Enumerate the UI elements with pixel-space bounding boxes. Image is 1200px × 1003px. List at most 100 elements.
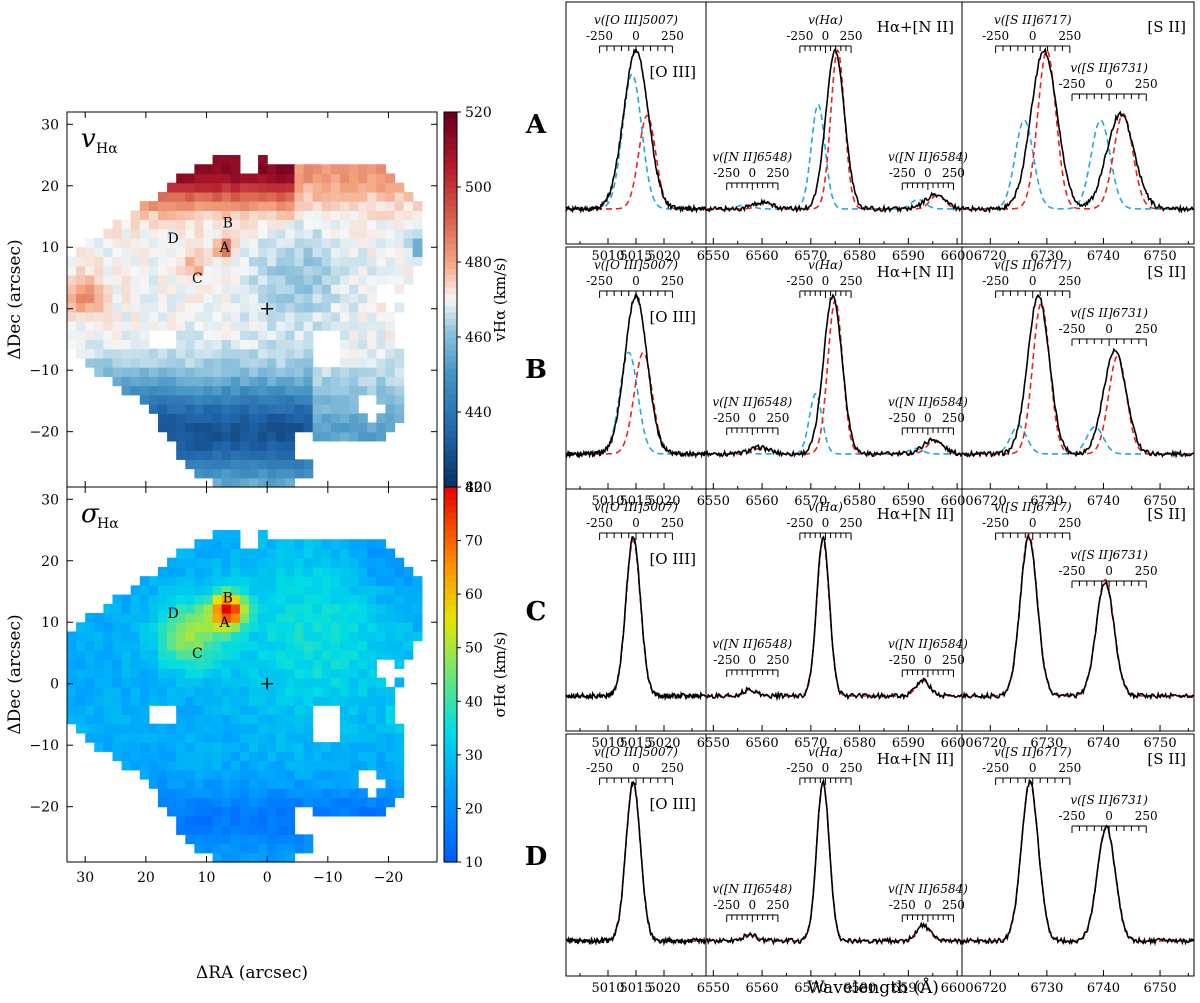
map-pixel bbox=[312, 182, 323, 193]
map-pixel bbox=[130, 613, 141, 623]
y-tick-label: 30 bbox=[41, 492, 59, 508]
map-pixel bbox=[267, 594, 277, 605]
map-pixel bbox=[267, 440, 277, 451]
map-pixel bbox=[267, 843, 277, 854]
map-pixel bbox=[212, 613, 223, 623]
map-pixel bbox=[94, 714, 104, 725]
velocity-tick-label: 0 bbox=[1029, 761, 1037, 775]
map-pixel bbox=[130, 385, 141, 396]
colorbar-segment bbox=[444, 268, 457, 276]
velocity-tick-label: 0 bbox=[1029, 29, 1037, 43]
map-pixel bbox=[94, 677, 104, 688]
map-pixel bbox=[67, 321, 77, 331]
region-label-D: D bbox=[168, 606, 179, 622]
map-pixel bbox=[385, 603, 396, 614]
map-pixel bbox=[385, 274, 396, 285]
velocity-tick-label: 250 bbox=[766, 411, 789, 425]
map-pixel bbox=[167, 376, 177, 387]
map-pixel bbox=[185, 302, 195, 313]
map-pixel bbox=[394, 284, 405, 294]
map-pixel bbox=[248, 566, 259, 577]
map-pixel bbox=[157, 640, 168, 651]
map-pixel bbox=[221, 696, 232, 706]
map-pixel bbox=[194, 284, 205, 294]
map-pixel bbox=[157, 797, 168, 808]
map-pixel bbox=[367, 173, 377, 184]
colorbar-segment bbox=[444, 718, 457, 726]
map-pixel bbox=[385, 201, 396, 211]
map-pixel bbox=[385, 182, 396, 193]
map-pixel bbox=[112, 723, 123, 734]
colorbar-segment bbox=[444, 787, 457, 794]
map-pixel bbox=[330, 394, 341, 405]
velocity-tick-label: -250 bbox=[1059, 77, 1086, 91]
map-pixel bbox=[339, 321, 350, 331]
map-pixel bbox=[294, 302, 305, 313]
map-pixel bbox=[367, 274, 377, 285]
map-pixel bbox=[321, 201, 332, 211]
map-pixel bbox=[367, 622, 377, 633]
map-pixel bbox=[230, 191, 241, 202]
map-pixel bbox=[358, 649, 368, 660]
map-pixel bbox=[321, 321, 332, 331]
map-pixel bbox=[76, 293, 86, 304]
map-pixel bbox=[230, 201, 241, 211]
map-pixel bbox=[303, 173, 314, 184]
map-pixel bbox=[321, 191, 332, 202]
map-pixel bbox=[412, 622, 423, 633]
velocity-tick-label: 250 bbox=[840, 761, 863, 775]
map-pixel bbox=[303, 751, 314, 762]
map-pixel bbox=[321, 760, 332, 771]
map-pixel bbox=[330, 751, 341, 762]
map-pixel bbox=[376, 256, 387, 267]
map-pixel bbox=[176, 825, 186, 835]
map-pixel bbox=[330, 385, 341, 396]
colorbar-segment bbox=[444, 380, 457, 388]
map-pixel bbox=[276, 668, 286, 679]
spectrum-frame bbox=[705, 733, 963, 977]
map-pixel bbox=[67, 659, 77, 669]
colorbar-segment bbox=[444, 487, 457, 494]
colorbar-segment bbox=[444, 643, 457, 651]
map-pixel bbox=[230, 566, 241, 577]
map-pixel bbox=[339, 219, 350, 230]
map-pixel bbox=[276, 385, 286, 396]
map-pixel bbox=[130, 284, 141, 294]
map-pixel bbox=[176, 431, 186, 442]
map-pixel bbox=[267, 210, 277, 221]
wavelength-tick-label: 6730 bbox=[1030, 981, 1063, 996]
map-pixel bbox=[394, 751, 405, 762]
map-pixel bbox=[85, 613, 95, 623]
map-pixel bbox=[376, 210, 387, 221]
wavelength-tick-label: 5015 bbox=[619, 249, 652, 264]
velocity-tick-label: 0 bbox=[632, 274, 640, 288]
map-pixel bbox=[212, 191, 223, 202]
map-pixel bbox=[385, 385, 396, 396]
map-pixel bbox=[385, 742, 396, 752]
map-pixel bbox=[349, 566, 359, 577]
map-pixel bbox=[167, 182, 177, 193]
velocity-tick-label: 0 bbox=[632, 29, 640, 43]
map-pixel bbox=[194, 210, 205, 221]
map-pixel bbox=[194, 348, 205, 359]
map-pixel bbox=[358, 311, 368, 322]
map-pixel bbox=[385, 585, 396, 596]
map-pixel bbox=[221, 468, 232, 479]
map-pixel bbox=[203, 806, 214, 817]
map-pixel bbox=[321, 631, 332, 642]
map-pixel bbox=[376, 413, 387, 424]
map-pixel bbox=[230, 321, 241, 331]
map-pixel bbox=[167, 576, 177, 586]
map-pixel bbox=[176, 422, 186, 433]
map-pixel bbox=[130, 210, 141, 221]
velocity-tick-label: -250 bbox=[889, 411, 916, 425]
map-pixel bbox=[157, 302, 168, 313]
colorbar-segment bbox=[444, 599, 457, 607]
map-pixel bbox=[367, 649, 377, 660]
map-pixel bbox=[403, 585, 414, 596]
map-pixel bbox=[312, 219, 323, 230]
map-pixel bbox=[321, 228, 332, 239]
map-pixel bbox=[121, 760, 132, 771]
velocity-scale-label: v([N II]6548) bbox=[712, 882, 792, 896]
